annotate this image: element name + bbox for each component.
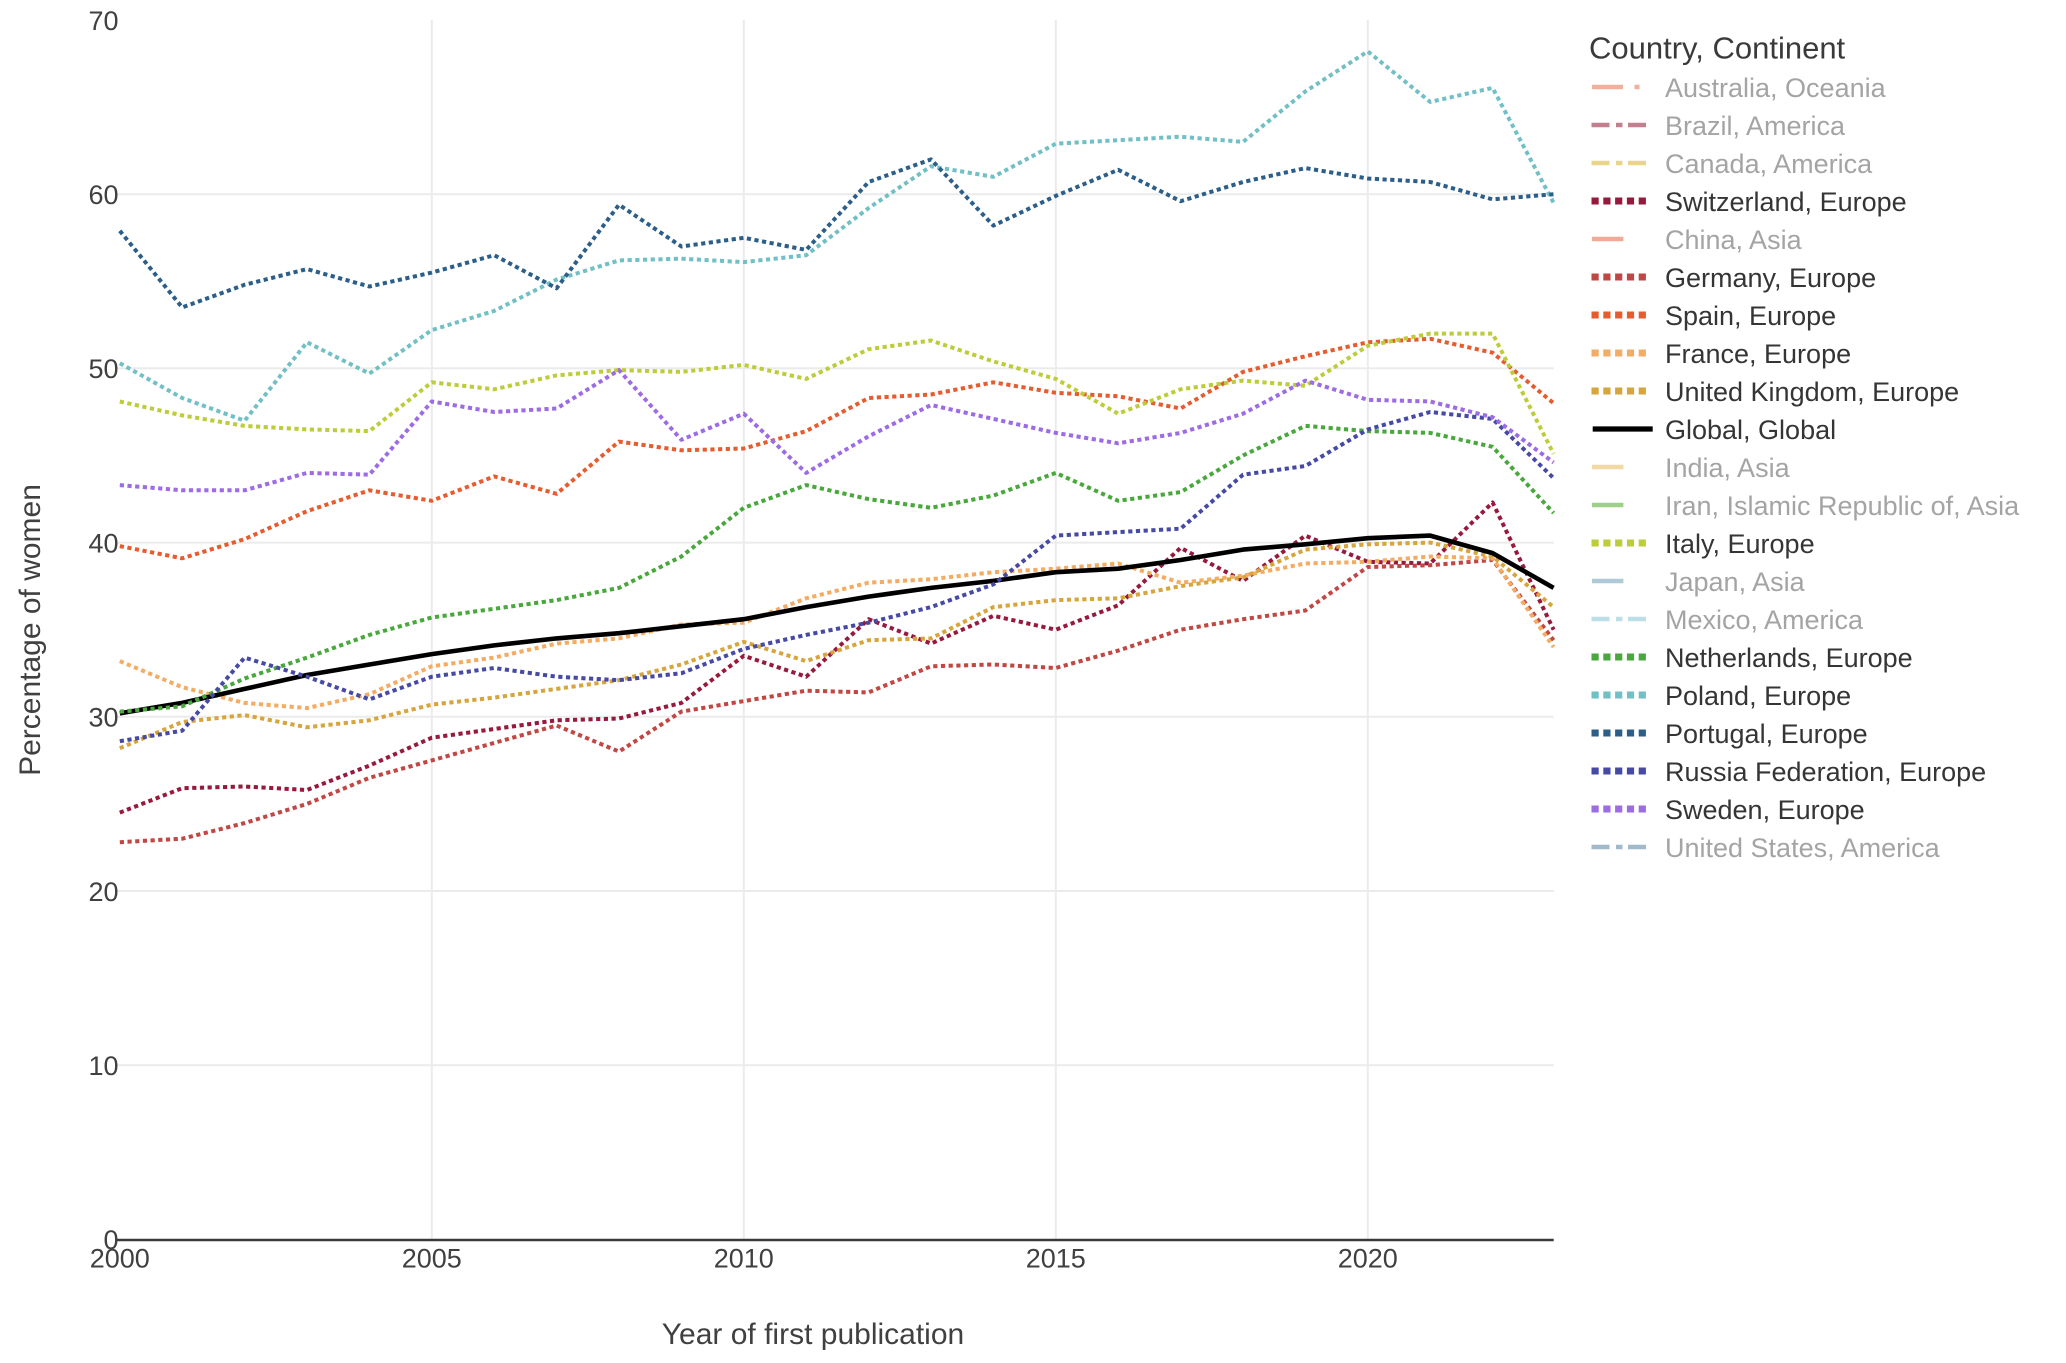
svg-text:Portugal, Europe: Portugal, Europe xyxy=(1665,719,1868,749)
svg-text:Australia, Oceania: Australia, Oceania xyxy=(1665,73,1887,103)
svg-text:Mexico, America: Mexico, America xyxy=(1665,605,1864,635)
svg-text:China, Asia: China, Asia xyxy=(1665,225,1803,255)
svg-text:Italy, Europe: Italy, Europe xyxy=(1665,529,1815,559)
svg-text:Switzerland, Europe: Switzerland, Europe xyxy=(1665,187,1907,217)
svg-text:Brazil, America: Brazil, America xyxy=(1665,111,1846,141)
svg-text:Percentage of women: Percentage of women xyxy=(14,484,47,776)
svg-text:2010: 2010 xyxy=(714,1244,774,1274)
svg-text:United States, America: United States, America xyxy=(1665,833,1941,863)
svg-text:0: 0 xyxy=(103,1225,118,1255)
svg-text:40: 40 xyxy=(88,528,118,558)
svg-text:Poland, Europe: Poland, Europe xyxy=(1665,681,1851,711)
svg-text:Sweden, Europe: Sweden, Europe xyxy=(1665,795,1865,825)
svg-text:Japan, Asia: Japan, Asia xyxy=(1665,567,1806,597)
svg-text:20: 20 xyxy=(88,877,118,907)
svg-text:30: 30 xyxy=(88,703,118,733)
svg-text:Year of first publication: Year of first publication xyxy=(662,1318,964,1351)
svg-text:Russia Federation, Europe: Russia Federation, Europe xyxy=(1665,757,1986,787)
svg-text:Global, Global: Global, Global xyxy=(1665,415,1836,445)
svg-text:India, Asia: India, Asia xyxy=(1665,453,1791,483)
svg-text:2020: 2020 xyxy=(1338,1244,1398,1274)
svg-text:Country, Continent: Country, Continent xyxy=(1589,31,1846,66)
svg-text:France, Europe: France, Europe xyxy=(1665,339,1851,369)
svg-text:10: 10 xyxy=(88,1051,118,1081)
svg-text:50: 50 xyxy=(88,354,118,384)
svg-text:2005: 2005 xyxy=(402,1244,462,1274)
svg-text:2015: 2015 xyxy=(1026,1244,1086,1274)
svg-text:Spain, Europe: Spain, Europe xyxy=(1665,301,1836,331)
svg-text:70: 70 xyxy=(88,6,118,36)
svg-text:Canada, America: Canada, America xyxy=(1665,149,1873,179)
svg-text:Netherlands, Europe: Netherlands, Europe xyxy=(1665,643,1913,673)
svg-text:Iran, Islamic Republic of, Asi: Iran, Islamic Republic of, Asia xyxy=(1665,491,2020,521)
svg-text:60: 60 xyxy=(88,180,118,210)
svg-text:Germany, Europe: Germany, Europe xyxy=(1665,263,1876,293)
svg-text:United Kingdom, Europe: United Kingdom, Europe xyxy=(1665,377,1959,407)
svg-text:2000: 2000 xyxy=(90,1244,150,1274)
